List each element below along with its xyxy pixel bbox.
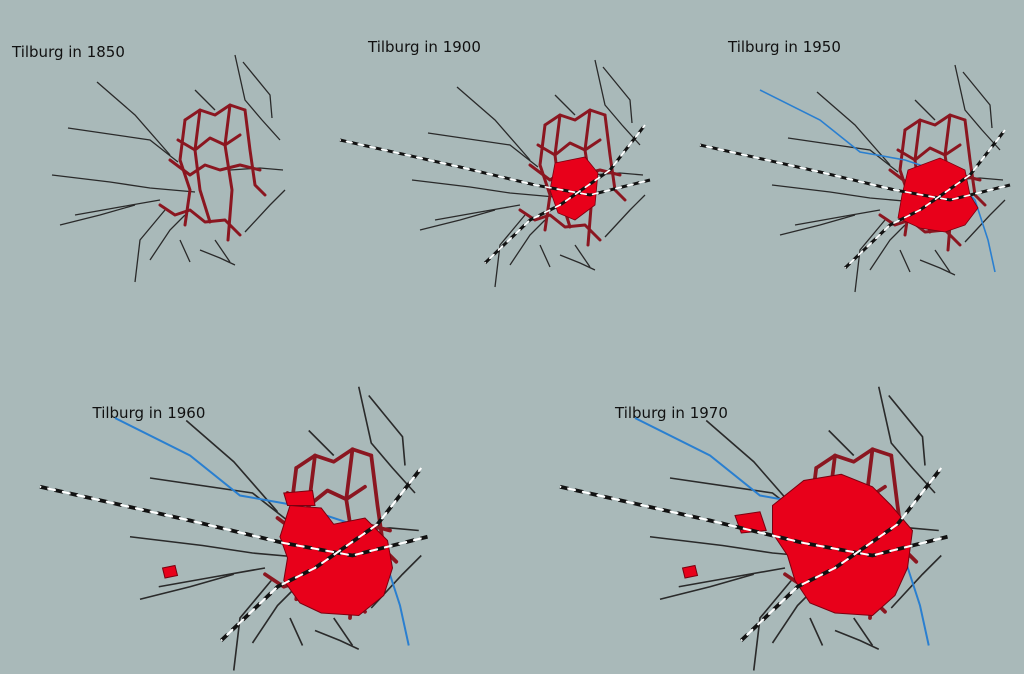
map-title: Tilburg in 1900 <box>367 38 481 56</box>
map-1960: Tilburg in 1960 <box>38 385 430 672</box>
railway <box>338 123 652 265</box>
urban-area <box>279 504 394 617</box>
old-town <box>158 103 267 242</box>
urban-area <box>283 489 316 506</box>
map-title: Tilburg in 1960 <box>92 404 206 422</box>
map-1970: Tilburg in 1970 <box>558 385 950 672</box>
urban-area <box>772 473 914 617</box>
urban-area <box>681 564 699 579</box>
map-1900: Tilburg in 1900 <box>338 38 652 288</box>
urban-area <box>161 564 179 579</box>
map-1950: Tilburg in 1950 <box>698 38 1012 293</box>
map-title: Tilburg in 1850 <box>11 43 125 61</box>
urban-area <box>897 157 979 233</box>
map-1850: Tilburg in 1850 <box>11 43 286 283</box>
map-title: Tilburg in 1950 <box>727 38 841 56</box>
map-title: Tilburg in 1970 <box>614 404 728 422</box>
